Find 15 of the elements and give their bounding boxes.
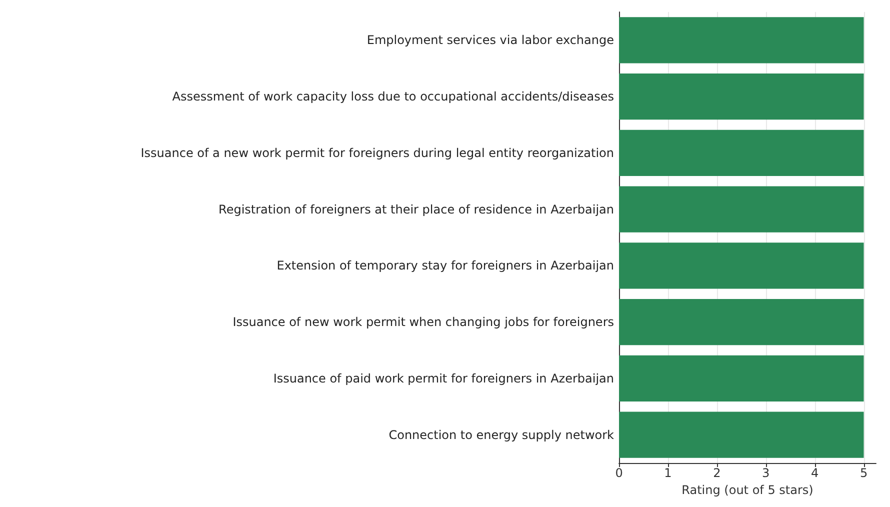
x-tick-label: 5 (860, 466, 868, 480)
y-tick-label: Registration of foreigners at their place of residence in Azerbaijan (218, 202, 614, 216)
x-tick-label: 2 (713, 466, 721, 480)
x-axis-title: Rating (out of 5 stars) (682, 482, 814, 497)
x-tick-label: 3 (762, 466, 770, 480)
y-tick-label: Issuance of new work permit when changing jobs for foreigners (232, 315, 614, 330)
x-tick-label: 0 (615, 466, 623, 480)
y-tick-label: Issuance of a new work permit for foreigners during legal entity reorganization (140, 146, 614, 160)
x-tick-label: 1 (664, 466, 672, 480)
y-tick-label: Connection to energy supply network (388, 428, 614, 442)
y-tick-label: Extension of temporary stay for foreigners in Azerbaijan (276, 258, 614, 273)
y-tick-label: Issuance of paid work permit for foreigners in Azerbaijan (273, 371, 614, 386)
y-tick-label: Assessment of work capacity loss due to occupational accidents/diseases (172, 90, 614, 104)
y-tick-label: Employment services via labor exchange (366, 33, 614, 48)
x-tick-label: 4 (810, 466, 819, 480)
